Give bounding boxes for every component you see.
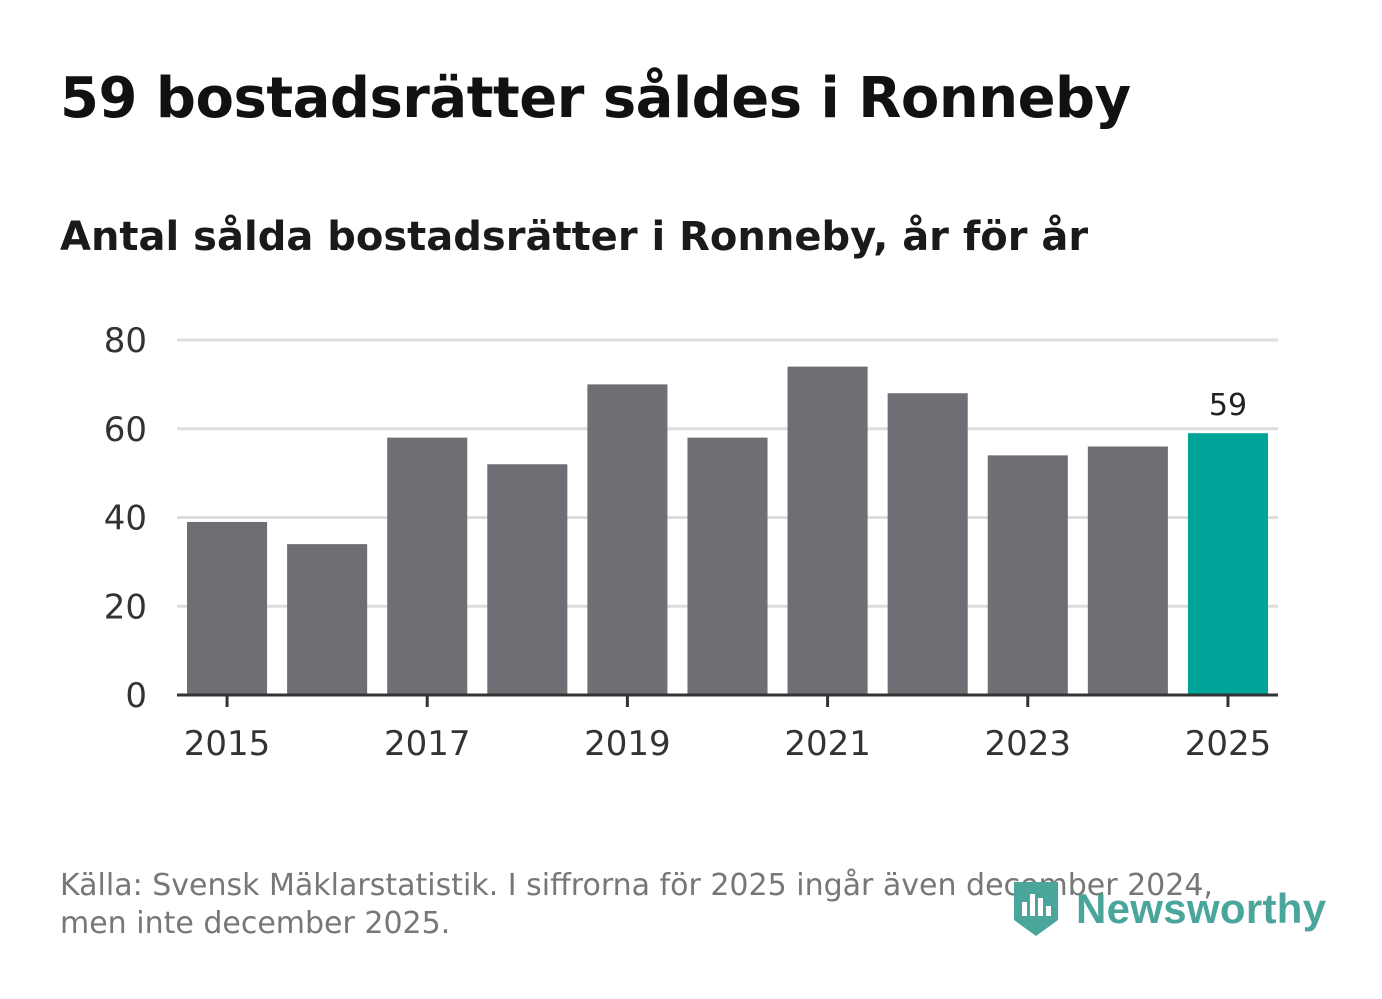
newsworthy-logo: Newsworthy: [1010, 878, 1326, 940]
x-tick-label: 2025: [1185, 724, 1272, 764]
bar-chart: 0 20 40 60 80 2015 2017 2019 2021 2023 2025 59: [104, 321, 1278, 764]
x-tick-label: 2019: [584, 724, 671, 764]
logo-text: Newsworthy: [1076, 885, 1327, 932]
bar-2025: [1187, 433, 1268, 695]
chart-title: 59 bostadsrätter såldes i Ronneby: [60, 66, 1131, 131]
bar-2019: [587, 384, 668, 695]
data-label: 59: [1209, 388, 1247, 423]
bar-2020: [687, 437, 768, 695]
bar-2017: [387, 437, 468, 695]
bar-2023: [987, 455, 1068, 695]
y-tick-label: 20: [104, 587, 147, 627]
x-tick-label: 2017: [384, 724, 471, 764]
y-tick-label: 40: [104, 499, 147, 539]
bar-2024: [1087, 446, 1168, 695]
bar-2016: [287, 544, 368, 695]
bar-2018: [487, 464, 568, 695]
bars: [187, 366, 1268, 695]
tick-labels: 0 20 40 60 80 2015 2017 2019 2021 2023 2025 59: [104, 321, 1271, 764]
x-tick-label: 2021: [784, 724, 871, 764]
bar-2022: [887, 393, 968, 695]
y-tick-label: 80: [104, 321, 147, 361]
y-tick-label: 60: [104, 410, 147, 450]
x-tick-label: 2015: [184, 724, 271, 764]
chart-subtitle: Antal sålda bostadsrätter i Ronneby, år …: [60, 214, 1089, 260]
x-tick-label: 2023: [985, 724, 1072, 764]
y-tick-label: 0: [125, 676, 147, 716]
bar-2021: [787, 366, 868, 695]
bar-2015: [187, 521, 268, 695]
x-axis: [177, 693, 1278, 707]
newsworthy-bar-chart-icon: [1014, 882, 1058, 936]
